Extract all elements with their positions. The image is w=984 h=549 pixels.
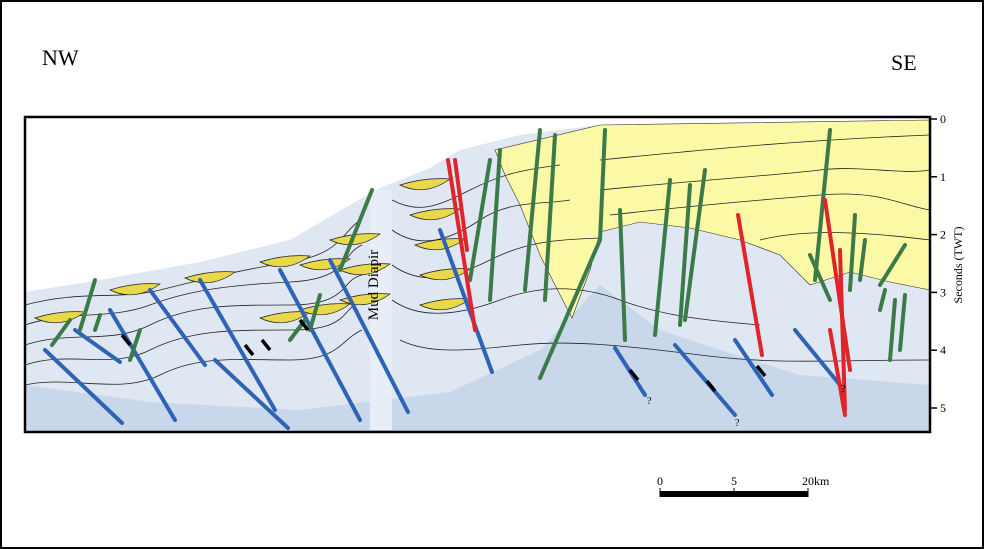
horizon xyxy=(399,339,931,362)
fault-green xyxy=(848,213,857,292)
fault-green xyxy=(488,148,502,302)
slip-arrow xyxy=(755,364,767,378)
horizon xyxy=(599,134,931,161)
horizon xyxy=(391,237,601,279)
fault-red xyxy=(828,328,847,417)
horizon xyxy=(24,299,363,366)
fault-green xyxy=(653,178,672,337)
sand-lens xyxy=(109,283,161,296)
scale-label: 5 xyxy=(731,474,737,488)
fault-green xyxy=(543,133,557,302)
fault-green xyxy=(523,128,542,292)
sand-lens xyxy=(329,233,381,246)
uncertain-mark: ? xyxy=(841,384,846,395)
fault-blue xyxy=(213,358,290,430)
fault-green xyxy=(683,168,707,322)
fault-green xyxy=(898,293,907,352)
fault-blue xyxy=(198,278,277,412)
fault-green xyxy=(858,238,867,282)
axis-tick-label: 4 xyxy=(940,343,946,357)
sand-lens xyxy=(299,258,351,271)
axis-tick-label: 3 xyxy=(940,285,946,299)
axis-title: Seconds (TWT) xyxy=(951,227,965,304)
sand-lens xyxy=(259,255,311,268)
fault-green xyxy=(308,293,322,332)
fault-red xyxy=(838,248,847,412)
horizon xyxy=(609,193,931,216)
fault-red xyxy=(823,198,852,372)
section-frame xyxy=(23,115,932,434)
uncertain-mark: ? xyxy=(647,396,652,407)
fault-green xyxy=(50,318,72,347)
fault-green xyxy=(878,243,907,287)
slip-arrow xyxy=(298,318,310,332)
fault-green xyxy=(93,313,102,332)
fault-blue xyxy=(673,343,737,417)
axis-tick-label: 0 xyxy=(940,112,946,126)
fault-blue xyxy=(278,268,362,422)
slip-arrow xyxy=(120,333,132,347)
horizon xyxy=(24,329,363,386)
horizon xyxy=(24,274,363,346)
scale-label: 20km xyxy=(802,474,830,488)
horizon xyxy=(391,164,561,208)
axis-tick-label: 1 xyxy=(940,170,946,184)
fault-green xyxy=(808,253,832,302)
axis-tick-label: 2 xyxy=(940,228,946,242)
fault-blue xyxy=(73,328,122,364)
fault-red xyxy=(736,213,764,357)
slip-arrow xyxy=(705,379,717,393)
fault-green xyxy=(468,158,492,282)
scale-label: 0 xyxy=(657,474,663,488)
fault-red xyxy=(453,158,469,252)
fault-blue xyxy=(793,328,842,387)
fault-green xyxy=(78,278,97,332)
section xyxy=(23,115,932,434)
fault-green xyxy=(538,128,607,380)
slip-arrow xyxy=(260,338,272,352)
fault-green xyxy=(128,328,142,362)
horizon xyxy=(599,168,931,191)
fault-blue xyxy=(733,338,774,397)
basement-fill xyxy=(25,285,930,432)
fault-blue xyxy=(148,288,207,367)
sand-lens xyxy=(339,263,391,276)
fault-green xyxy=(888,298,897,362)
diapir-label: Mud Diapir xyxy=(366,250,382,320)
fault-red xyxy=(446,158,477,332)
slip-arrow xyxy=(628,368,640,382)
uncertain-mark: ? xyxy=(735,418,740,429)
direction-right: SE xyxy=(891,50,917,75)
fault-green xyxy=(618,208,627,342)
fault-green xyxy=(878,288,887,312)
fault-green xyxy=(338,188,374,272)
fault-blue xyxy=(43,348,124,425)
fault-blue xyxy=(438,228,494,374)
axis-tick-label: 5 xyxy=(940,401,946,415)
direction-left: NW xyxy=(42,45,79,70)
slip-arrow xyxy=(243,343,255,357)
fault-blue xyxy=(108,308,177,422)
fault-green xyxy=(813,128,832,282)
fault-blue xyxy=(328,258,410,414)
fault-green xyxy=(678,183,692,327)
